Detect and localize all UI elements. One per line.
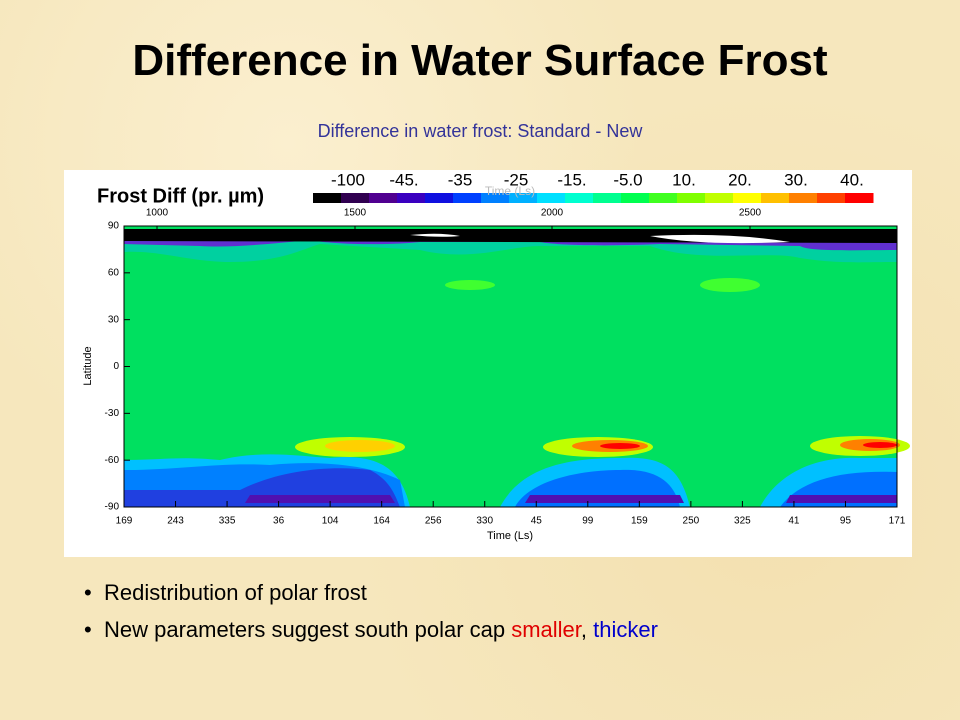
slide-title: Difference in Water Surface Frost	[132, 36, 828, 85]
x-tick-label: 243	[167, 516, 184, 527]
colorbar-label: 20.	[728, 170, 752, 189]
highlight-blue: thicker	[593, 617, 658, 642]
colorbar-swatch	[425, 193, 454, 203]
top-tick-label: 2000	[541, 208, 564, 219]
x-tick-label: 335	[219, 516, 236, 527]
y-tick-label: 90	[108, 221, 120, 232]
x-tick-label: 36	[273, 516, 285, 527]
colorbar-swatch	[481, 193, 510, 203]
top-tick-label: 2500	[739, 208, 762, 219]
colorbar-swatch	[845, 193, 874, 203]
colorbar-label: -25	[504, 170, 529, 189]
x-tick-label: 95	[840, 516, 852, 527]
y-tick-label: 60	[108, 267, 120, 278]
subtitle: Difference in water frost: Standard - Ne…	[317, 121, 643, 141]
x-tick-label: 164	[373, 516, 390, 527]
y-tick-label: 0	[113, 361, 119, 372]
colorbar-swatch	[817, 193, 846, 203]
bullet-text: Redistribution of polar frost	[104, 580, 367, 605]
colorbar-swatch	[397, 193, 426, 203]
x-tick-label: 325	[734, 516, 751, 527]
ghost-axis-title: Time (Ls)	[485, 184, 535, 198]
colorbar-swatch	[761, 193, 790, 203]
bullet: • Redistribution of polar frost	[84, 580, 367, 605]
contour-field	[124, 226, 910, 507]
colorbar-label: -35	[448, 170, 473, 189]
top-tick-label: 1000	[146, 208, 169, 219]
bullet-text: New parameters suggest south polar cap	[104, 617, 512, 642]
x-tick-label: 330	[476, 516, 493, 527]
x-tick-label: 169	[116, 516, 133, 527]
x-axis-title: Time (Ls)	[487, 530, 533, 542]
colorbar-swatch	[705, 193, 734, 203]
x-tick-label: 250	[683, 516, 700, 527]
y-tick-label: -60	[105, 455, 120, 466]
colorbar-label: -5.0	[613, 170, 642, 189]
x-tick-label: 256	[425, 516, 442, 527]
x-tick-label: 41	[788, 516, 800, 527]
top-tick-label: 1500	[344, 208, 367, 219]
x-tick-label: 159	[631, 516, 648, 527]
highlight-red: smaller	[511, 617, 581, 642]
axes: 90 60 30 0 -30 -60 -90 169 243 335 36 104 164 256 330 4…	[105, 208, 906, 527]
y-axis-title: Latitude	[82, 346, 94, 385]
colorbar-swatch	[677, 193, 706, 203]
colorbar-swatch	[341, 193, 370, 203]
colorbar-swatch	[593, 193, 622, 203]
colorbar-swatch	[565, 193, 594, 203]
colorbar-label: -45.	[389, 170, 418, 189]
x-tick-label: 171	[889, 516, 906, 527]
bullet-list: • Redistribution of polar frost • New para…	[84, 580, 658, 654]
separator: ,	[580, 617, 588, 642]
colorbar-label: 40.	[840, 170, 864, 189]
colorbar-swatch	[369, 193, 398, 203]
colorbar-swatch	[537, 193, 566, 203]
colorbar-swatch	[649, 193, 678, 203]
x-tick-label: 104	[322, 516, 339, 527]
colorbar-swatch	[733, 193, 762, 203]
y-tick-label: 30	[108, 314, 120, 325]
colorbar-title: Frost Diff (pr. µm)	[97, 185, 264, 207]
colorbar-swatch	[621, 193, 650, 203]
colorbar-label: -100	[331, 170, 365, 189]
x-tick-label: 99	[582, 516, 594, 527]
y-tick-label: -90	[105, 502, 120, 513]
colorbar: -100 -45. -35 -25 -15. -5.0 10. 20. 30. 40.	[313, 170, 874, 203]
colorbar-swatch	[453, 193, 482, 203]
colorbar-label: -15.	[557, 170, 586, 189]
bullet: • New parameters suggest south polar cap …	[84, 617, 658, 642]
y-tick-label: -30	[105, 408, 120, 419]
colorbar-label: 10.	[672, 170, 696, 189]
colorbar-swatch	[789, 193, 818, 203]
colorbar-swatch	[509, 193, 538, 203]
colorbar-label: 30.	[784, 170, 808, 189]
colorbar-swatch	[313, 193, 342, 203]
x-tick-label: 45	[531, 516, 543, 527]
